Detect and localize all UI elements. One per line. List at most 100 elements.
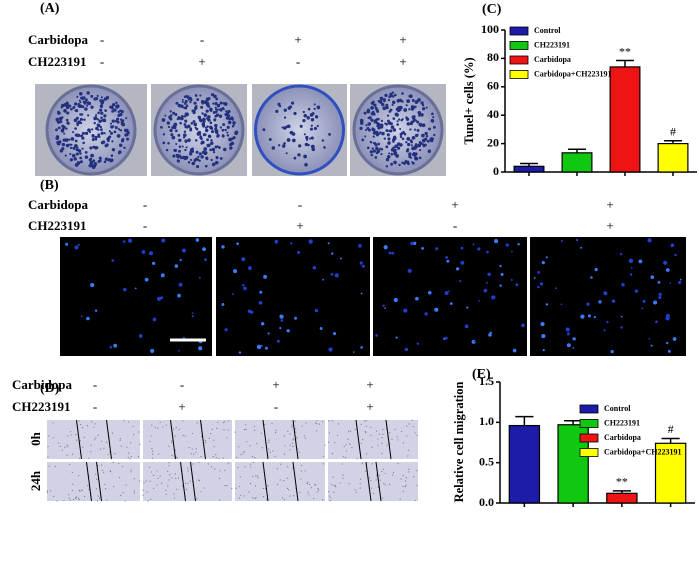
- nucleus: [478, 300, 480, 302]
- colony: [114, 126, 118, 130]
- nucleus: [403, 308, 408, 313]
- colony: [204, 126, 208, 129]
- cell: [52, 422, 54, 424]
- cell: [331, 453, 334, 455]
- colony: [181, 101, 184, 104]
- cell: [66, 454, 68, 456]
- wound-edge: [96, 461, 102, 502]
- cell: [260, 432, 262, 434]
- colony: [397, 105, 401, 110]
- cell: [372, 492, 375, 495]
- colony: [385, 103, 389, 107]
- wound-edge: [262, 419, 269, 460]
- nucleus: [669, 282, 672, 284]
- cell: [266, 498, 268, 501]
- colony: [323, 146, 326, 149]
- colony: [69, 146, 73, 150]
- cell: [381, 442, 383, 444]
- colony: [381, 102, 385, 107]
- y-tick-label: 20: [487, 135, 499, 149]
- cell: [248, 491, 250, 493]
- cell: [159, 475, 161, 477]
- wound-edge: [180, 461, 186, 502]
- cell: [215, 457, 217, 459]
- colony: [176, 159, 180, 163]
- colony: [180, 104, 184, 108]
- cell: [154, 426, 156, 428]
- colony: [388, 110, 392, 113]
- colony: [377, 142, 381, 146]
- colony: [99, 125, 102, 129]
- colony: [75, 152, 79, 156]
- colony: [184, 155, 189, 160]
- colony: [93, 116, 97, 121]
- cell: [90, 451, 92, 453]
- nucleus: [358, 244, 362, 248]
- nucleus: [554, 287, 557, 290]
- cell: [236, 456, 238, 459]
- nucleus: [580, 314, 585, 319]
- colony: [88, 163, 93, 168]
- colony: [96, 94, 99, 97]
- cell: [149, 440, 151, 442]
- nucleus: [445, 256, 448, 259]
- cell: [407, 455, 409, 457]
- nucleus: [221, 245, 225, 249]
- nucleus: [620, 326, 623, 329]
- cell: [58, 442, 60, 444]
- cell: [103, 472, 105, 474]
- colony: [104, 109, 107, 112]
- nucleus: [410, 241, 414, 246]
- colony: [373, 121, 376, 124]
- nucleus: [382, 304, 385, 307]
- colony: [173, 148, 178, 153]
- colony: [369, 141, 373, 144]
- colony: [193, 109, 196, 112]
- wound-edge: [200, 419, 206, 460]
- cell: [245, 424, 247, 426]
- cell: [406, 435, 408, 437]
- cell: [113, 486, 115, 488]
- colony: [417, 111, 422, 115]
- colony: [86, 91, 90, 95]
- cell: [392, 471, 395, 474]
- colony: [169, 110, 172, 113]
- nucleus: [134, 287, 137, 290]
- cell: [283, 435, 286, 437]
- cell: [254, 498, 256, 500]
- colony: [416, 120, 420, 124]
- cell: [299, 491, 301, 494]
- colony: [112, 103, 115, 106]
- cell: [289, 495, 291, 497]
- colony: [74, 139, 78, 143]
- nucleus: [352, 351, 355, 353]
- colony: [222, 123, 226, 126]
- cell: [308, 483, 311, 486]
- cell: [109, 471, 112, 473]
- colony: [399, 143, 403, 147]
- colony: [392, 128, 397, 132]
- cell: [371, 446, 373, 448]
- cell: [97, 495, 99, 497]
- nucleus: [359, 261, 363, 265]
- cell: [81, 426, 84, 429]
- cell: [48, 435, 50, 437]
- cell: [228, 420, 230, 422]
- colony: [65, 118, 69, 122]
- cell: [251, 455, 254, 458]
- colony: [73, 157, 77, 161]
- colony: [202, 133, 206, 137]
- cell: [99, 448, 102, 450]
- cell: [83, 495, 86, 498]
- colony: [379, 123, 384, 128]
- colony: [55, 136, 60, 140]
- colony: [119, 129, 123, 132]
- colony: [310, 124, 313, 127]
- nucleus: [541, 260, 545, 265]
- time-label: 0h: [28, 431, 43, 446]
- legend-swatch: [509, 26, 529, 36]
- cell: [157, 427, 159, 429]
- nucleus: [642, 299, 646, 303]
- cell: [171, 454, 173, 456]
- colony: [66, 107, 69, 110]
